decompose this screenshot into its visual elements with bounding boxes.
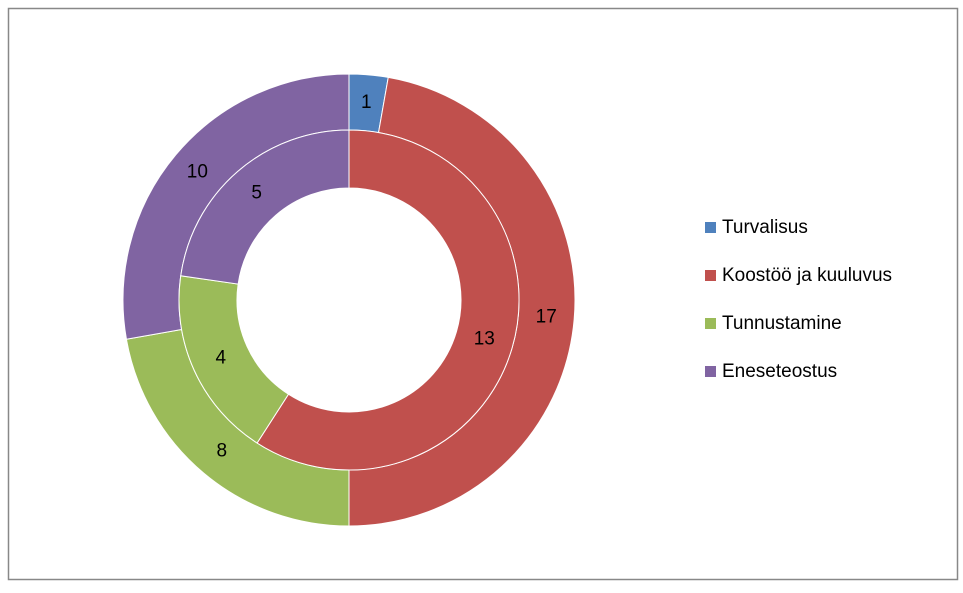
legend-label: Tunnustamine xyxy=(722,313,842,334)
legend-swatch xyxy=(705,222,716,233)
legend-swatch xyxy=(705,366,716,377)
legend-swatch xyxy=(705,270,716,281)
legend-label: Koostöö ja kuuluvus xyxy=(722,265,892,286)
data-label: 10 xyxy=(187,162,208,183)
doughnut-segment xyxy=(180,129,350,285)
legend-label: Eneseteostus xyxy=(722,361,837,382)
data-label: 1 xyxy=(361,92,372,113)
doughnut-segment xyxy=(256,129,520,471)
data-label: 13 xyxy=(474,329,495,350)
data-label: 8 xyxy=(216,441,227,462)
data-label: 5 xyxy=(251,182,262,203)
data-label: 17 xyxy=(536,306,557,327)
data-label: 4 xyxy=(215,348,226,369)
legend-label: Turvalisus xyxy=(722,217,808,238)
legend-swatch xyxy=(705,318,716,329)
